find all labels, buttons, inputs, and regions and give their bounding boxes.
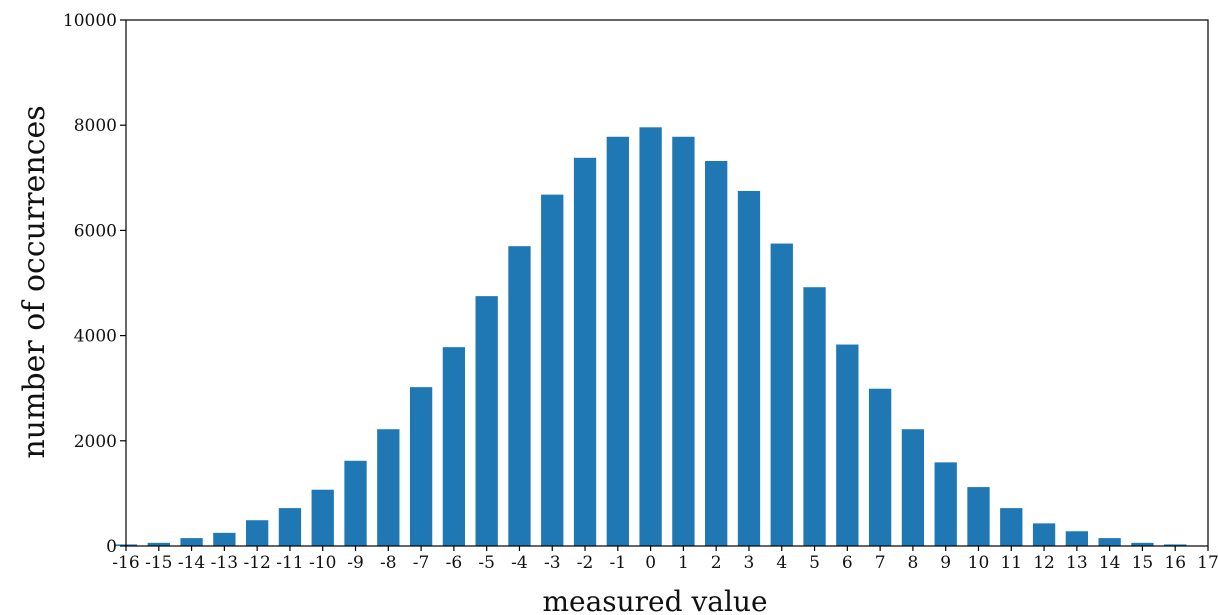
x-tick-label: -7 (413, 553, 430, 573)
bar (180, 538, 203, 546)
x-tick-label: 5 (809, 553, 820, 573)
x-axis-label: measured value (542, 585, 767, 615)
y-tick-label: 4000 (74, 327, 117, 347)
bar (377, 429, 400, 546)
bar (639, 127, 662, 547)
bars (114, 127, 1187, 547)
x-tick-label: 12 (1033, 553, 1055, 573)
bar (344, 460, 367, 546)
bar (1164, 544, 1187, 546)
x-tick-label: 7 (875, 553, 886, 573)
bar (705, 160, 728, 546)
y-axis-label: number of occurrences (17, 105, 52, 458)
x-tick-label: -16 (112, 553, 139, 573)
x-tick-label: -11 (276, 553, 303, 573)
x-tick-label: -13 (211, 553, 238, 573)
x-tick-label: 10 (968, 553, 990, 573)
y-tick-label: 10000 (63, 11, 117, 31)
x-tick-label: 3 (744, 553, 755, 573)
bar (213, 532, 236, 546)
bar (475, 296, 498, 546)
x-tick-label: -3 (544, 553, 561, 573)
x-axis-ticks: -16 -15 -14 -13 -12 -11 -10 -9 -8 -7 -6 -5 -4 -3 -2 -1 0… (112, 546, 1218, 573)
bar (541, 194, 564, 546)
bar (967, 487, 990, 546)
x-tick-label: -15 (145, 553, 172, 573)
x-tick-label: -2 (577, 553, 594, 573)
bar (1000, 508, 1023, 546)
bar (672, 136, 695, 546)
bar (1098, 538, 1121, 546)
x-tick-label: -12 (243, 553, 270, 573)
bar (737, 190, 761, 546)
bar (1032, 523, 1056, 546)
x-tick-label: 2 (711, 553, 722, 573)
y-tick-label: 6000 (74, 221, 117, 241)
bar (1065, 531, 1088, 546)
bar (573, 157, 597, 546)
bar (442, 347, 466, 546)
x-tick-label: 8 (907, 553, 918, 573)
bar (508, 246, 531, 546)
bar (934, 462, 957, 546)
bar (606, 136, 629, 546)
bar (836, 344, 859, 546)
x-tick-label: 4 (776, 553, 787, 573)
x-tick-label: 14 (1099, 553, 1121, 573)
x-tick-label: -4 (511, 553, 528, 573)
x-tick-label: 0 (645, 553, 656, 573)
plot-frame (125, 19, 1209, 547)
bar (770, 243, 793, 547)
bar (311, 489, 334, 546)
x-tick-label: -9 (347, 553, 364, 573)
x-tick-label: 6 (842, 553, 853, 573)
x-tick-label: 13 (1066, 553, 1088, 573)
x-tick-label: -8 (380, 553, 397, 573)
x-tick-label: 1 (678, 553, 689, 573)
x-tick-label: -1 (610, 553, 627, 573)
x-tick-label: 17 (1197, 553, 1218, 573)
y-tick-label: 0 (106, 537, 117, 557)
x-tick-label: -6 (446, 553, 463, 573)
x-tick-label: 11 (1000, 553, 1022, 573)
y-tick-label: 2000 (74, 432, 117, 452)
y-tick-label: 8000 (74, 116, 117, 136)
bar (409, 387, 433, 546)
bar (901, 429, 925, 546)
bar (1131, 542, 1154, 546)
x-tick-label: -14 (178, 553, 205, 573)
bar (803, 287, 826, 546)
x-tick-label: -10 (309, 553, 336, 573)
x-tick-label: 15 (1132, 553, 1154, 573)
bar (147, 542, 170, 546)
x-tick-label: 16 (1164, 553, 1186, 573)
x-tick-label: -5 (478, 553, 495, 573)
bar (868, 388, 892, 546)
bar (278, 508, 302, 546)
bar (246, 520, 269, 546)
y-axis-ticks: 0 2000 4000 6000 8000 10000 (63, 11, 126, 557)
x-tick-label: 9 (940, 553, 951, 573)
